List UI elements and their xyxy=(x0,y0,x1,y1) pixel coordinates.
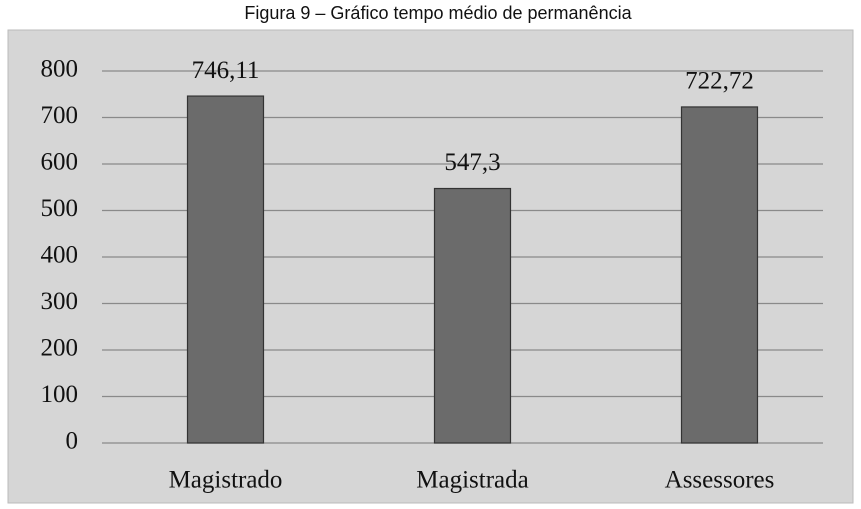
y-tick-label: 700 xyxy=(41,102,79,129)
y-tick-label: 400 xyxy=(41,242,79,269)
y-tick-label: 100 xyxy=(41,381,79,408)
y-tick-label: 200 xyxy=(41,335,79,362)
bar xyxy=(433,187,512,444)
y-tick-label: 600 xyxy=(41,149,79,176)
value-label: 547,3 xyxy=(444,149,500,176)
value-label: 746,11 xyxy=(192,57,260,84)
x-tick-label: Magistrado xyxy=(169,467,283,494)
bar xyxy=(680,106,759,444)
x-tick-label: Assessores xyxy=(665,467,775,494)
y-tick-label: 800 xyxy=(41,56,79,83)
y-tick-label: 500 xyxy=(41,195,79,222)
bar xyxy=(186,95,265,444)
value-label: 722,72 xyxy=(685,68,754,95)
chart-title: Figura 9 – Gráfico tempo médio de perman… xyxy=(244,3,632,23)
y-tick-label: 300 xyxy=(41,288,79,315)
x-tick-label: Magistrada xyxy=(416,467,528,494)
y-tick-label: 0 xyxy=(66,428,79,455)
